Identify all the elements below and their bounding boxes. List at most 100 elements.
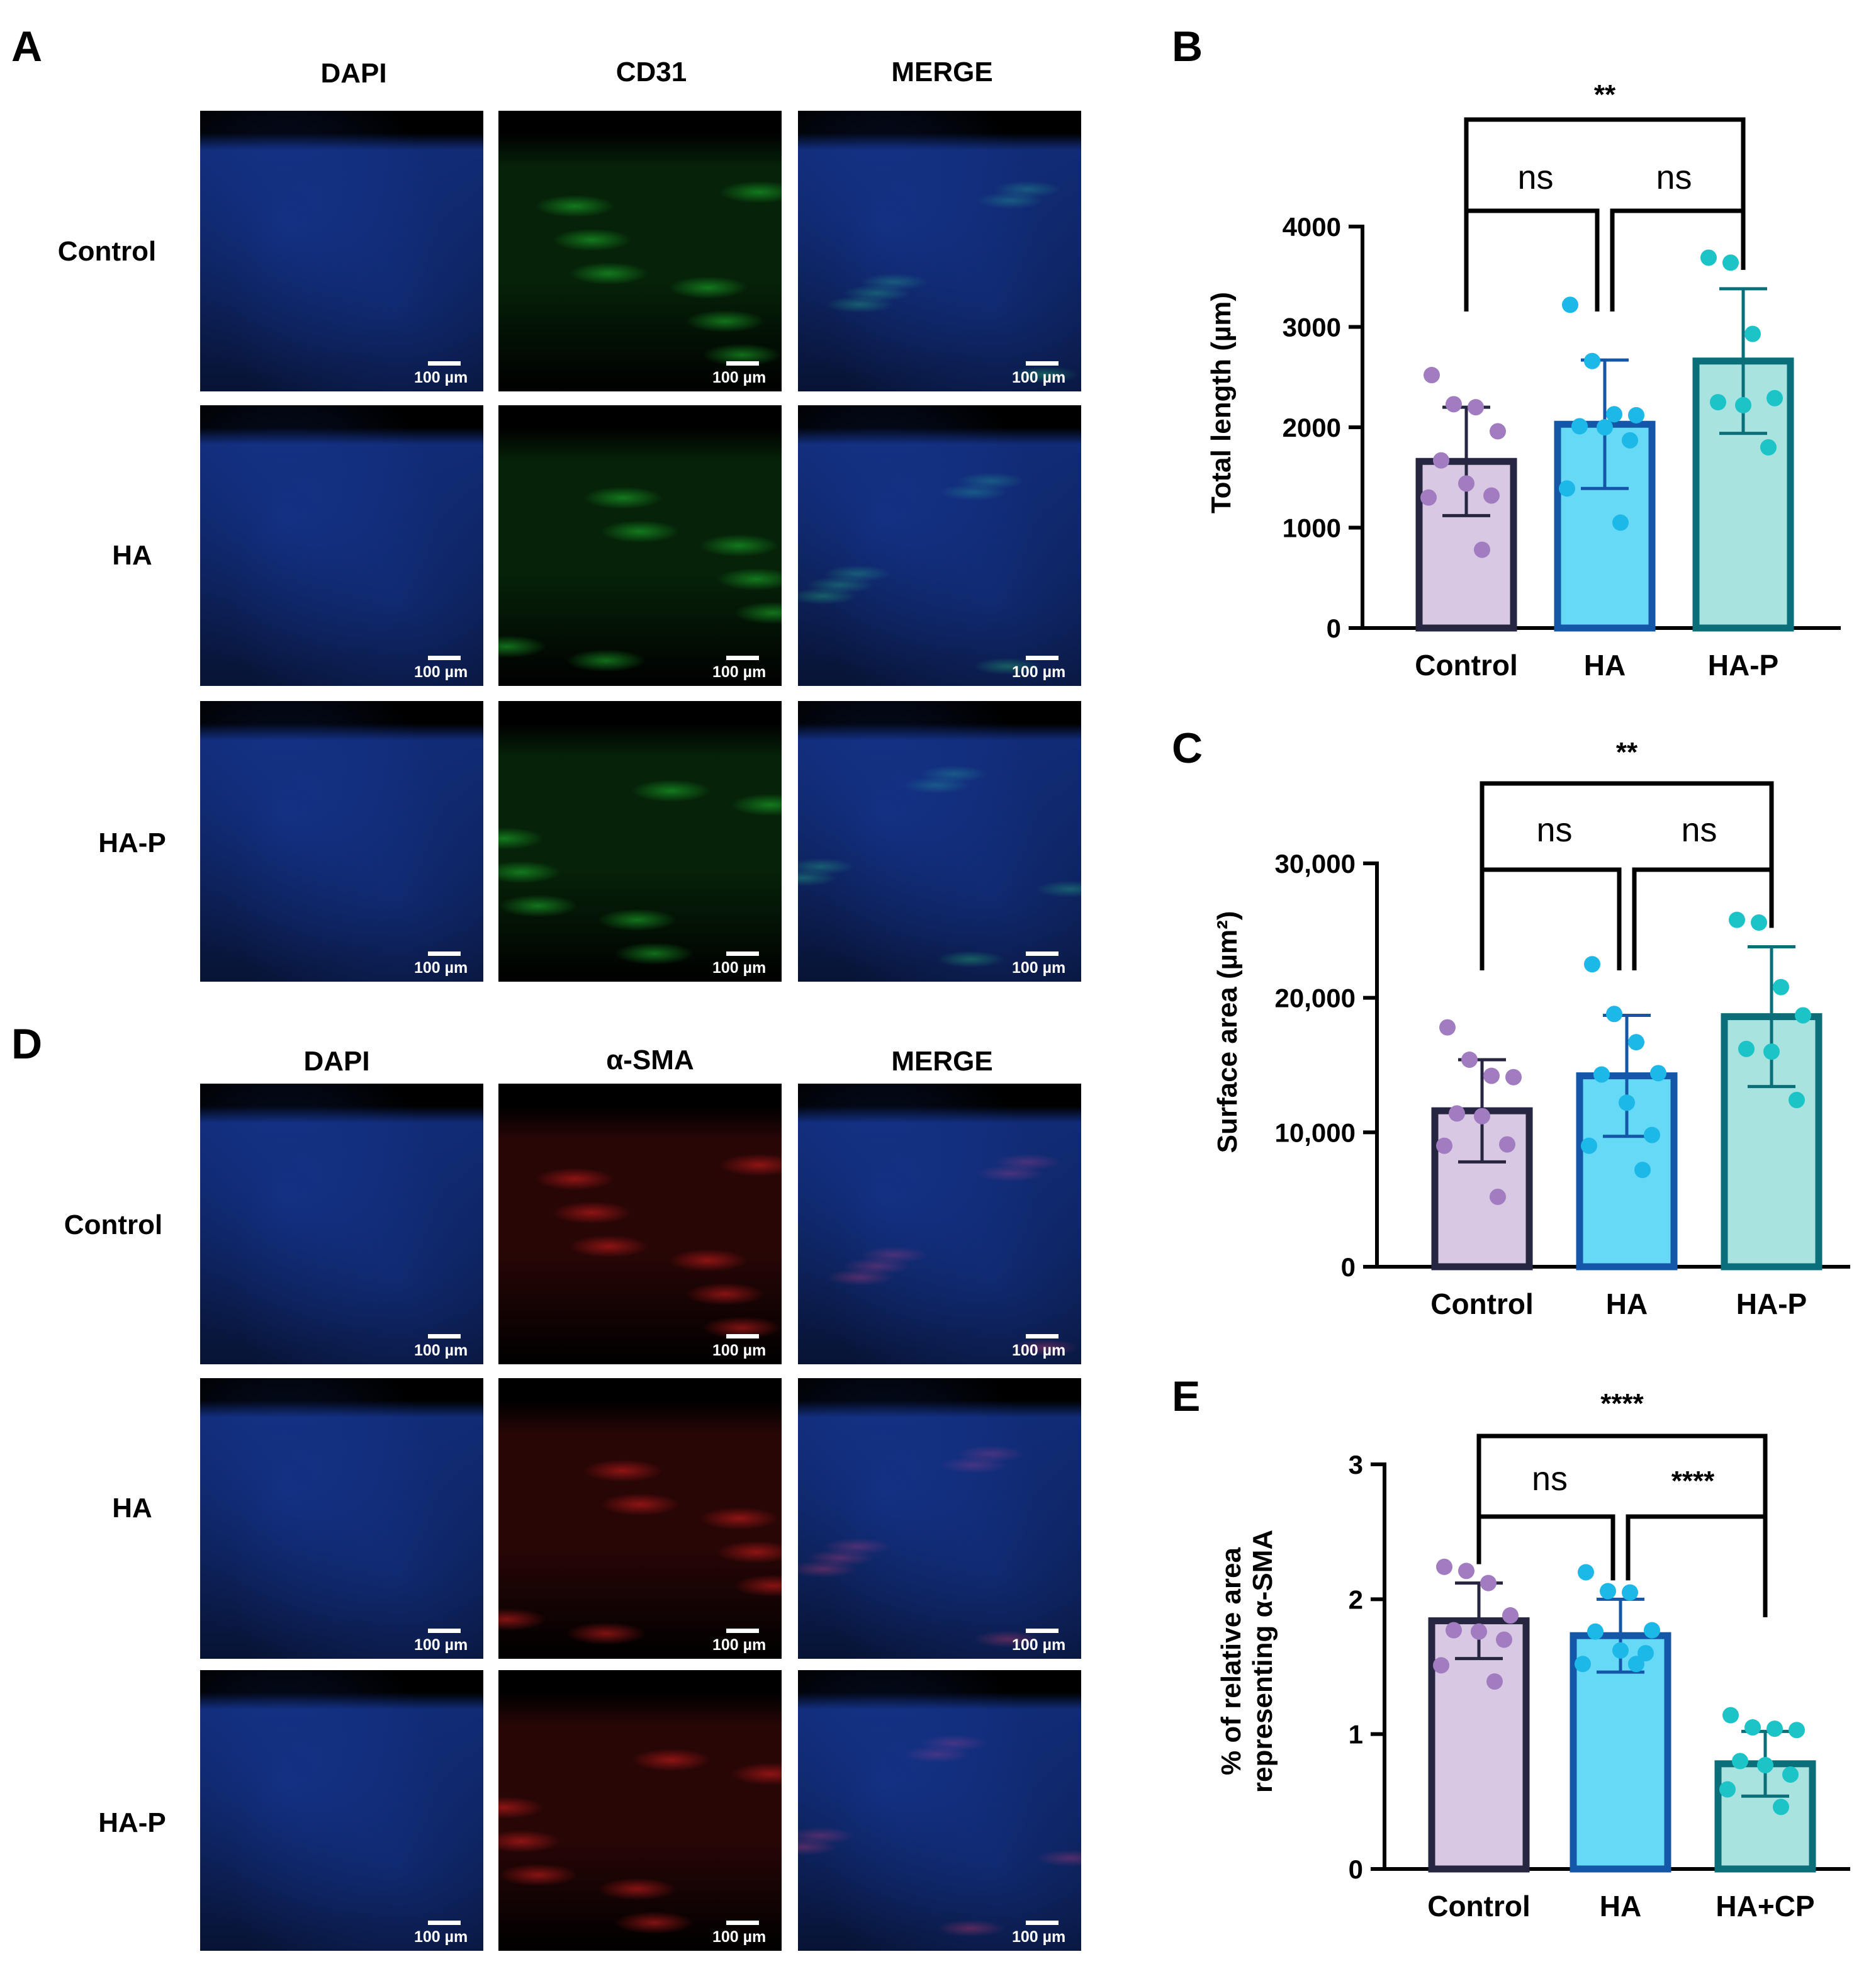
scale-bar xyxy=(1026,1629,1059,1633)
significance-label: **** xyxy=(1600,1388,1644,1419)
chart-e-relative-area: 0 1 2 3 % of relative arearepresenting α-SMA… xyxy=(1216,1388,1850,1922)
micrograph-tissue-texture xyxy=(200,1378,483,1659)
micrograph-tissue-texture xyxy=(498,111,782,391)
data-point xyxy=(1496,1631,1512,1648)
y-tick-label: 2000 xyxy=(1283,413,1341,442)
panel-letter-e: E xyxy=(1172,1372,1201,1420)
data-point xyxy=(1502,1607,1519,1624)
data-point xyxy=(1628,1656,1644,1673)
scale-bar-label: 100 µm xyxy=(414,1636,468,1654)
significance-bracket xyxy=(1480,781,1774,884)
x-tick-label: Control xyxy=(1427,1890,1531,1922)
data-point xyxy=(1468,399,1484,416)
data-point xyxy=(1795,1007,1811,1024)
micrograph-D-r2-c3: 100 µm xyxy=(798,1378,1081,1659)
data-point xyxy=(1420,489,1437,506)
y-axis-label-line: % of relative area xyxy=(1216,1547,1247,1775)
micrograph-tissue-texture xyxy=(798,1670,1081,1951)
data-point xyxy=(1499,1136,1515,1153)
x-tick-label: HA-P xyxy=(1736,1288,1807,1320)
scale-bar xyxy=(428,1921,461,1925)
panel-letter-d: D xyxy=(11,1020,43,1068)
micrograph-tissue-texture xyxy=(798,405,1081,686)
chart-b-total-length: 0 1000 2000 3000 4000 Total length (µm) Contro… xyxy=(1206,79,1841,682)
data-point xyxy=(1486,1673,1503,1690)
data-point xyxy=(1584,956,1600,973)
micrograph-A-r1-c2: 100 µm xyxy=(498,111,782,391)
data-point xyxy=(1650,1065,1666,1082)
micrograph-A-r1-c3: 100 µm xyxy=(798,111,1081,391)
scale-bar xyxy=(428,656,461,660)
data-point xyxy=(1760,439,1777,456)
data-point xyxy=(1483,487,1500,504)
significance-label: **** xyxy=(1671,1466,1715,1496)
scale-bar xyxy=(428,361,461,366)
data-point xyxy=(1773,979,1789,996)
panel-d-row-control: Control xyxy=(64,1209,163,1240)
scale-bar xyxy=(1026,1334,1059,1338)
scale-bar xyxy=(1026,1921,1059,1925)
micrograph-A-r2-c2: 100 µm xyxy=(498,405,782,686)
micrograph-D-r3-c2: 100 µm xyxy=(498,1670,782,1951)
x-tick-label: Control xyxy=(1415,649,1518,682)
micrograph-tissue-texture xyxy=(200,405,483,686)
panel-d-column-merge: MERGE xyxy=(891,1046,993,1077)
scale-bar xyxy=(1026,951,1059,956)
significance-label: ns xyxy=(1517,159,1553,196)
data-point xyxy=(1458,475,1474,492)
micrograph-A-r2-c1: 100 µm xyxy=(200,405,483,686)
significance-bracket xyxy=(1480,867,1622,970)
scale-bar xyxy=(726,1629,759,1633)
micrograph-D-r2-c1: 100 µm xyxy=(200,1378,483,1659)
data-point xyxy=(1446,396,1462,413)
data-point xyxy=(1729,911,1745,928)
y-axis-label-line: Surface area (µm²) xyxy=(1212,911,1243,1153)
data-point xyxy=(1628,1034,1644,1051)
scale-bar xyxy=(726,656,759,660)
y-tick-label: 0 xyxy=(1327,614,1341,643)
data-point xyxy=(1490,423,1506,440)
panel-a-column-merge: MERGE xyxy=(891,57,993,87)
scale-bar-label: 100 µm xyxy=(414,959,468,977)
data-point xyxy=(1439,1019,1456,1036)
micrograph-tissue-texture xyxy=(798,1378,1081,1659)
scale-bar xyxy=(428,951,461,956)
panel-letter-b: B xyxy=(1172,23,1203,70)
significance-label: ns xyxy=(1536,811,1572,849)
scale-bar-label: 100 µm xyxy=(1012,959,1066,977)
panel-letter-a: A xyxy=(11,23,43,70)
data-point xyxy=(1436,1558,1452,1575)
significance-bracket xyxy=(1626,1514,1768,1617)
data-point xyxy=(1628,407,1644,424)
y-axis-label: Total length (µm) xyxy=(1206,292,1237,513)
data-point xyxy=(1578,1564,1594,1581)
scale-bar-label: 100 µm xyxy=(712,959,767,977)
data-point xyxy=(1490,1188,1506,1205)
y-tick-label: 0 xyxy=(1341,1252,1356,1282)
significance-label: ** xyxy=(1594,79,1616,110)
data-point xyxy=(1637,1645,1654,1662)
y-tick-label: 30,000 xyxy=(1275,849,1356,878)
micrograph-D-r3-c1: 100 µm xyxy=(200,1670,483,1951)
y-tick-label: 2 xyxy=(1349,1585,1363,1614)
significance-label: ** xyxy=(1616,737,1638,768)
y-tick-label: 1000 xyxy=(1283,513,1341,543)
data-point xyxy=(1480,1574,1497,1591)
scale-bar-label: 100 µm xyxy=(712,1342,767,1359)
data-point xyxy=(1789,1722,1805,1739)
data-point xyxy=(1458,1563,1474,1580)
scale-bar xyxy=(1026,656,1059,660)
micrograph-tissue-texture xyxy=(798,111,1081,391)
scale-bar xyxy=(726,1921,759,1925)
micrograph-A-r3-c1: 100 µm xyxy=(200,701,483,982)
y-axis-label: Surface area (µm²) xyxy=(1212,911,1243,1153)
x-tick-label: HA xyxy=(1600,1890,1641,1922)
data-point xyxy=(1773,1798,1789,1815)
data-point xyxy=(1474,1108,1490,1125)
x-tick-label: HA xyxy=(1584,649,1626,682)
panel-d-column-dapi: DAPI xyxy=(303,1046,370,1077)
micrograph-tissue-texture xyxy=(498,1378,782,1659)
data-point xyxy=(1789,1092,1805,1109)
scale-bar-label: 100 µm xyxy=(1012,369,1066,386)
panel-a-row-control: Control xyxy=(57,236,157,267)
